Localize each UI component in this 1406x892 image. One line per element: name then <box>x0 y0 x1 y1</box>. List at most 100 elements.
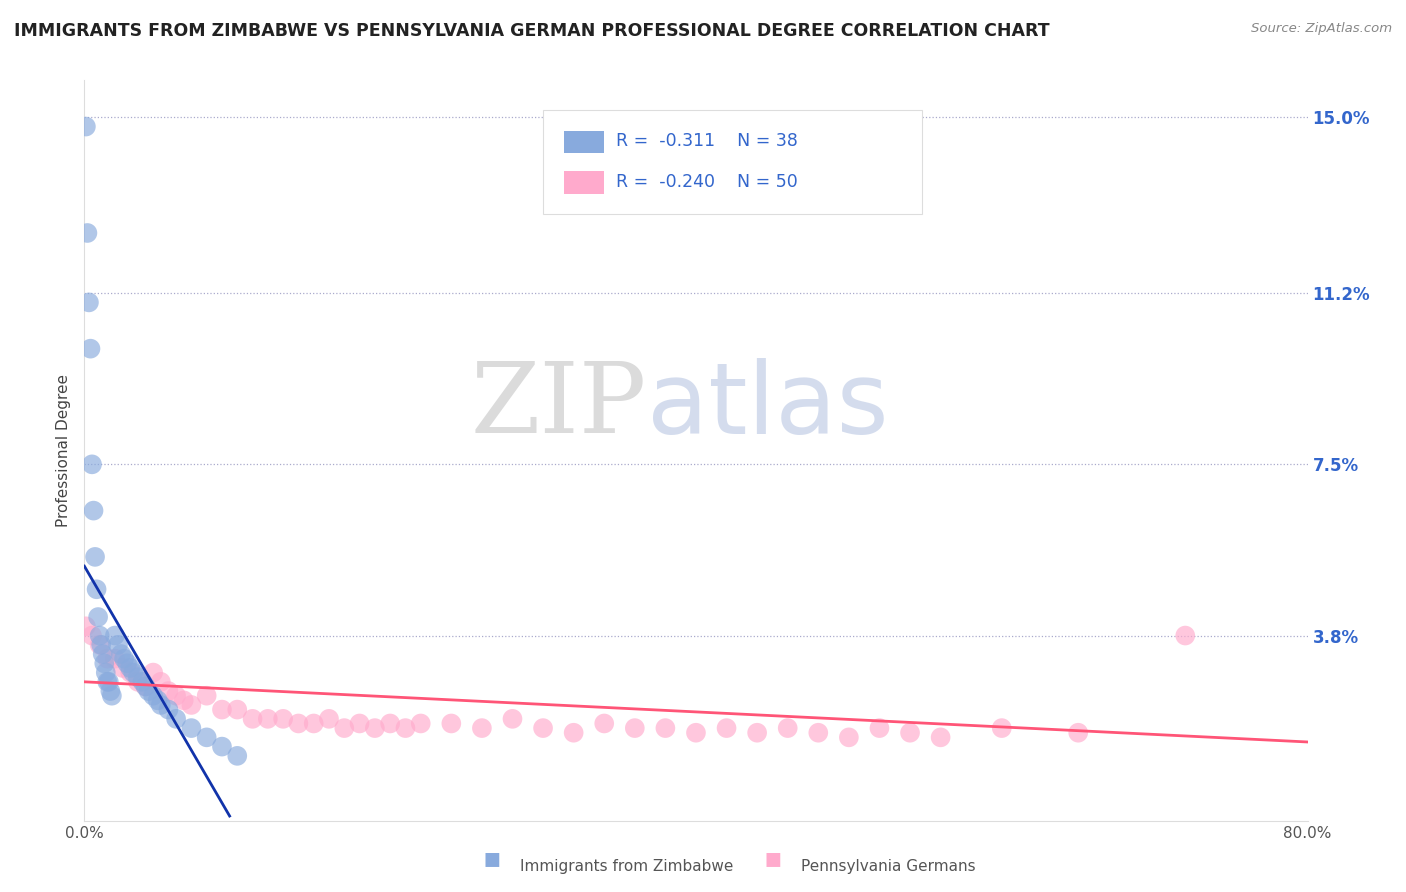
Point <box>79 342 101 356</box>
Point <box>531 721 554 735</box>
Point <box>242 712 264 726</box>
Point <box>77 295 100 310</box>
Point <box>394 721 416 735</box>
Point <box>80 458 103 472</box>
FancyBboxPatch shape <box>543 110 922 213</box>
Point <box>149 674 172 689</box>
Point <box>83 503 105 517</box>
Point <box>96 674 118 689</box>
Point <box>157 684 180 698</box>
Point <box>257 712 280 726</box>
Point <box>1067 725 1090 739</box>
Point <box>149 698 172 712</box>
Point <box>180 721 202 735</box>
Point <box>654 721 676 735</box>
Point <box>135 680 157 694</box>
Point <box>195 731 218 745</box>
Point <box>84 549 107 564</box>
Point <box>135 680 157 694</box>
Point <box>226 748 249 763</box>
Point <box>98 684 121 698</box>
Text: R =  -0.240    N = 50: R = -0.240 N = 50 <box>616 173 799 191</box>
Point <box>122 665 145 680</box>
Point <box>302 716 325 731</box>
Text: ▪: ▪ <box>763 845 783 872</box>
Point <box>104 629 127 643</box>
Point <box>318 712 340 726</box>
Point <box>90 638 112 652</box>
Text: Pennsylvania Germans: Pennsylvania Germans <box>801 859 976 874</box>
Point <box>287 716 309 731</box>
Point <box>96 651 118 665</box>
Text: Source: ZipAtlas.com: Source: ZipAtlas.com <box>1251 22 1392 36</box>
Point <box>409 716 432 731</box>
Point <box>380 716 402 731</box>
Point <box>127 674 149 689</box>
Text: atlas: atlas <box>647 358 889 455</box>
Point <box>562 725 585 739</box>
Point <box>180 698 202 712</box>
Point <box>142 665 165 680</box>
Point <box>165 689 187 703</box>
Bar <box>564 130 605 153</box>
Point <box>807 725 830 739</box>
Point <box>94 665 117 680</box>
Point <box>91 647 114 661</box>
Point <box>87 610 110 624</box>
Point <box>120 661 142 675</box>
Point <box>226 703 249 717</box>
Point <box>111 661 134 675</box>
Point <box>898 725 921 739</box>
Point <box>112 651 135 665</box>
Point <box>349 716 371 731</box>
Point <box>89 629 111 643</box>
Point <box>271 712 294 726</box>
Point <box>142 689 165 703</box>
Point <box>89 638 111 652</box>
Point <box>869 721 891 735</box>
Point <box>76 226 98 240</box>
Point <box>685 725 707 739</box>
Point <box>115 657 138 671</box>
Point <box>101 689 124 703</box>
Point <box>211 703 233 717</box>
Point <box>165 712 187 726</box>
Point <box>110 647 132 661</box>
Point <box>146 693 169 707</box>
Point <box>333 721 356 735</box>
Point <box>127 670 149 684</box>
Point <box>75 120 97 134</box>
Point <box>104 651 127 665</box>
Point <box>991 721 1014 735</box>
Text: IMMIGRANTS FROM ZIMBABWE VS PENNSYLVANIA GERMAN PROFESSIONAL DEGREE CORRELATION : IMMIGRANTS FROM ZIMBABWE VS PENNSYLVANIA… <box>14 22 1050 40</box>
Point <box>776 721 799 735</box>
Text: Immigrants from Zimbabwe: Immigrants from Zimbabwe <box>520 859 734 874</box>
Point <box>716 721 738 735</box>
Text: R =  -0.311    N = 38: R = -0.311 N = 38 <box>616 132 799 150</box>
Point <box>173 693 195 707</box>
Point <box>502 712 524 726</box>
Point <box>929 731 952 745</box>
Point <box>624 721 647 735</box>
Point <box>138 684 160 698</box>
Point <box>80 629 103 643</box>
Point <box>593 716 616 731</box>
Point <box>75 619 97 633</box>
Bar <box>564 171 605 194</box>
Point <box>471 721 494 735</box>
Point <box>747 725 769 739</box>
Point <box>440 716 463 731</box>
Point <box>195 689 218 703</box>
Point <box>364 721 387 735</box>
Text: ▪: ▪ <box>482 845 502 872</box>
Point <box>93 657 115 671</box>
Point <box>86 582 108 597</box>
Point <box>1174 629 1197 643</box>
Point <box>838 731 860 745</box>
Point <box>157 703 180 717</box>
Text: ZIP: ZIP <box>471 359 647 454</box>
Y-axis label: Professional Degree: Professional Degree <box>56 374 72 527</box>
Point <box>97 674 120 689</box>
Point <box>131 674 153 689</box>
Point <box>120 665 142 680</box>
